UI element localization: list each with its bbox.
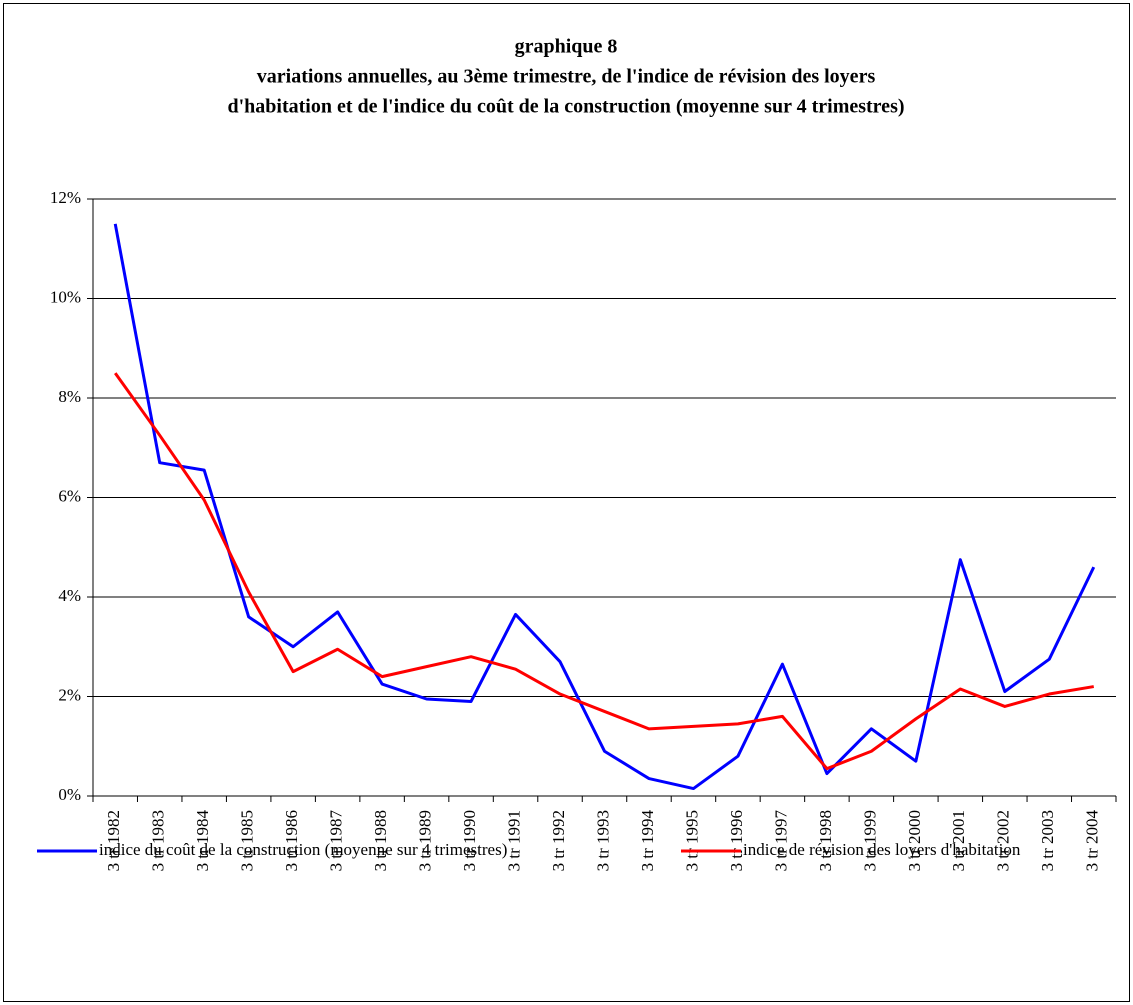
x-tick-label: 3 tr 1988 xyxy=(371,810,390,871)
x-tick-label: 3 tr 1991 xyxy=(504,810,523,871)
x-tick-label: 3 tr 2001 xyxy=(949,810,968,871)
x-tick-label: 3 tr 1998 xyxy=(816,810,835,871)
y-tick-label: 4% xyxy=(58,586,81,605)
chart-border xyxy=(3,3,1130,1002)
x-tick-label: 3 tr 1992 xyxy=(549,810,568,871)
series-line xyxy=(113,223,1096,791)
y-tick-label: 2% xyxy=(58,685,81,704)
y-tick-label: 6% xyxy=(58,486,81,505)
y-tick-label: 0% xyxy=(58,785,81,804)
x-tick-label: 3 tr 1990 xyxy=(460,810,479,871)
x-tick-label: 3 tr 1996 xyxy=(727,810,746,871)
legend-label: indice du coût de la construction (moyen… xyxy=(99,840,507,859)
x-tick-label: 3 tr 1983 xyxy=(149,810,168,871)
y-tick-label: 8% xyxy=(58,387,81,406)
x-tick-label: 3 tr 2003 xyxy=(1038,810,1057,871)
chart-title: graphique 8 xyxy=(515,36,618,58)
x-tick-label: 3 tr 1989 xyxy=(415,810,434,871)
x-tick-label: 3 tr 1985 xyxy=(238,810,257,871)
y-tick-label: 10% xyxy=(50,287,81,306)
chart-subtitle: variations annuelles, au 3ème trimestre,… xyxy=(257,66,876,88)
x-tick-label: 3 tr 1999 xyxy=(860,810,879,871)
x-tick-label: 3 tr 1982 xyxy=(104,810,123,871)
legend-label: indice de révision des loyers d'habitati… xyxy=(743,840,1021,859)
x-tick-label: 3 tr 1994 xyxy=(638,810,657,872)
x-tick-label: 3 tr 1995 xyxy=(682,810,701,871)
x-tick-label: 3 tr 1984 xyxy=(193,810,212,872)
x-tick-label: 3 tr 2000 xyxy=(905,810,924,871)
x-tick-label: 3 tr 1986 xyxy=(282,810,301,871)
x-tick-label: 3 tr 1987 xyxy=(327,810,346,872)
x-tick-label: 3 tr 2002 xyxy=(994,810,1013,871)
x-tick-label: 3 tr 2004 xyxy=(1083,810,1102,872)
x-tick-label: 3 tr 1997 xyxy=(771,810,790,872)
x-tick-label: 3 tr 1993 xyxy=(593,810,612,871)
chart-subtitle: d'habitation et de l'indice du coût de l… xyxy=(227,96,904,118)
y-tick-label: 12% xyxy=(50,188,81,207)
series-line xyxy=(114,372,1095,771)
